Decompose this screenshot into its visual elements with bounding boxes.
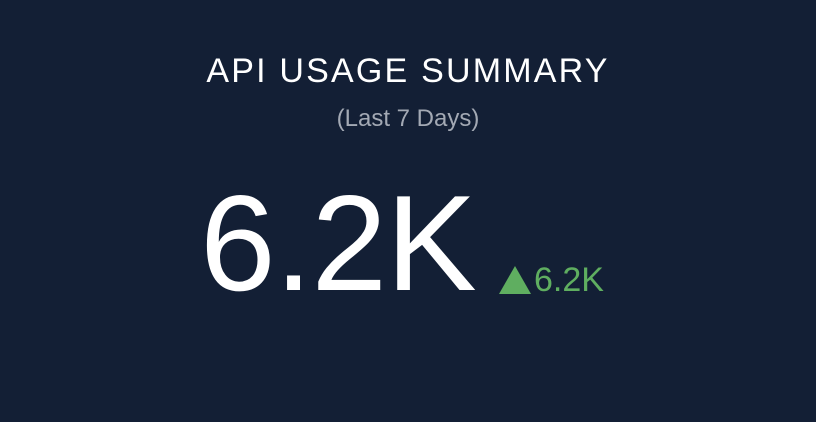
- card-subtitle: (Last 7 Days): [336, 105, 480, 132]
- usage-value: 6.2K: [200, 167, 477, 319]
- usage-delta: 6.2K: [498, 260, 604, 300]
- usage-delta-value: 6.2K: [534, 261, 604, 299]
- triangle-up-icon: [498, 265, 532, 295]
- card-title: API USAGE SUMMARY: [206, 52, 610, 90]
